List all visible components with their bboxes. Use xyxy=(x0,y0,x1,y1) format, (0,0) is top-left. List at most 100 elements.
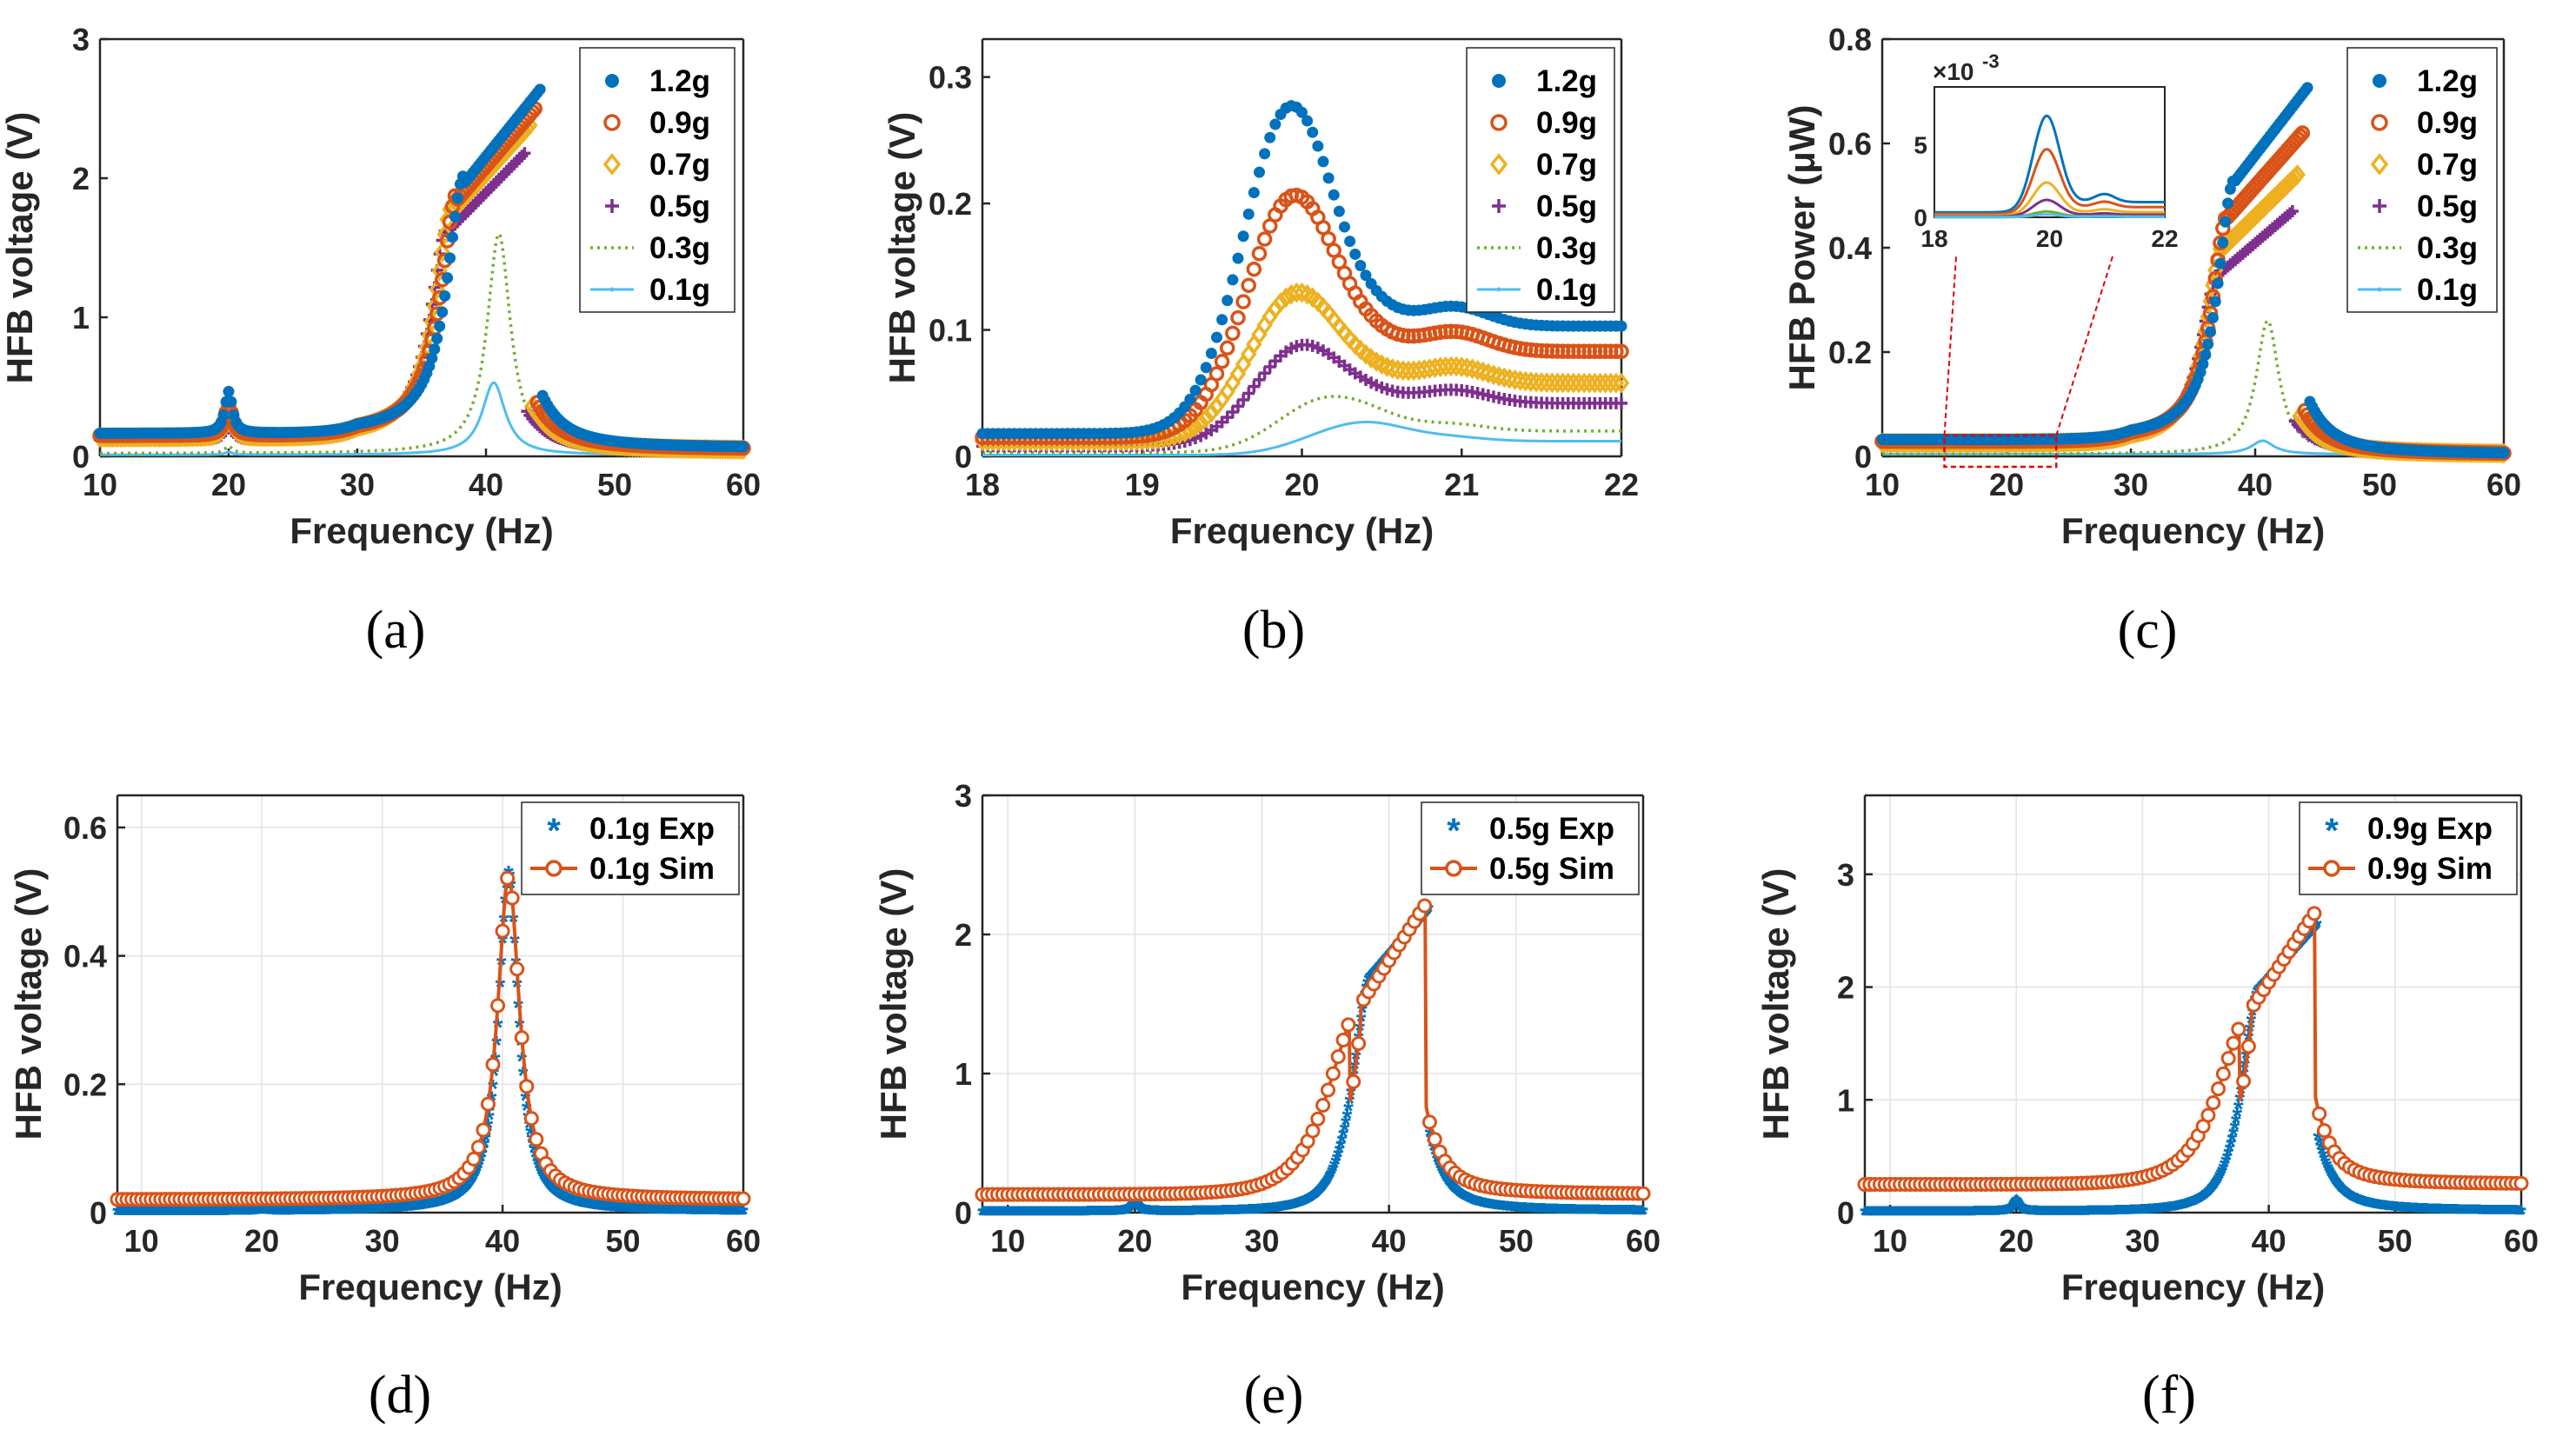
data-point xyxy=(436,306,449,318)
sim-point xyxy=(514,1030,529,1046)
legend-entry: 0.3g xyxy=(2417,231,2478,265)
x-tick-label: 40 xyxy=(2252,1223,2286,1259)
data-point xyxy=(518,147,531,160)
sim-point xyxy=(1325,1066,1341,1081)
y-tick-label: 0.2 xyxy=(929,186,972,222)
data-point xyxy=(1492,74,1506,88)
data-point xyxy=(429,343,441,356)
data-point xyxy=(439,289,451,302)
sim-point xyxy=(495,923,510,939)
sim-point xyxy=(1351,1035,1367,1051)
x-tick-label: 50 xyxy=(606,1223,641,1259)
data-point xyxy=(2202,338,2214,350)
legend-swatch: * xyxy=(547,812,561,850)
sim-point xyxy=(2231,1021,2246,1037)
sim-point xyxy=(1417,898,1433,914)
data-point xyxy=(1254,166,1265,178)
x-tick-label: 60 xyxy=(726,467,761,502)
inset-y-tick-label: 5 xyxy=(1914,132,1927,159)
sim-point xyxy=(1310,1111,1326,1127)
x-tick-label: 18 xyxy=(965,467,1000,502)
y-tick-label: 0 xyxy=(955,1195,972,1231)
x-axis-label: Frequency (Hz) xyxy=(1181,1267,1444,1307)
data-point xyxy=(426,352,438,364)
data-point xyxy=(447,231,459,243)
legend-entry: 0.5g xyxy=(2417,189,2478,223)
y-axis-label: HFB voltage (V) xyxy=(8,868,49,1140)
legend-entry: 1.2g xyxy=(1536,64,1597,98)
data-point xyxy=(1269,118,1281,130)
data-point xyxy=(442,272,454,284)
legend-swatch xyxy=(1445,860,1462,877)
data-point xyxy=(1208,366,1225,382)
data-point xyxy=(1200,362,1212,374)
x-tick-label: 20 xyxy=(211,467,246,502)
data-point xyxy=(1241,277,1256,294)
data-point xyxy=(444,252,456,264)
plot-area: ****************************************… xyxy=(1857,906,2529,1230)
data-point xyxy=(431,332,443,344)
legend-swatch xyxy=(2323,860,2340,877)
sim-point xyxy=(2312,1106,2327,1121)
legend-entry: 0.7g xyxy=(1536,148,1597,182)
x-tick-label: 30 xyxy=(1245,1223,1280,1259)
sim-point xyxy=(1427,1132,1442,1147)
x-tick-label: 30 xyxy=(340,467,375,502)
data-point xyxy=(1227,274,1239,286)
data-point xyxy=(2222,197,2234,209)
sim-point xyxy=(466,1151,482,1167)
plot-area: ****************************************… xyxy=(110,861,751,1230)
data-point xyxy=(225,396,237,408)
data-point xyxy=(434,320,446,332)
legend-swatch xyxy=(545,860,562,877)
data-point xyxy=(1349,248,1361,260)
data-point xyxy=(2205,326,2217,338)
y-tick-label: 0.3 xyxy=(929,60,972,96)
data-point xyxy=(1322,172,1335,184)
sim-point xyxy=(490,998,506,1014)
x-tick-label: 22 xyxy=(1604,467,1639,502)
y-tick-label: 0.8 xyxy=(1828,22,1872,57)
data-point xyxy=(605,74,619,88)
sim-point xyxy=(500,870,516,886)
data-point xyxy=(2498,447,2510,459)
data-point xyxy=(223,385,235,397)
data-point xyxy=(1301,115,1314,127)
data-point xyxy=(434,242,450,263)
sim-point xyxy=(1346,1074,1361,1089)
plot-area xyxy=(91,83,752,461)
data-point xyxy=(1224,372,1241,394)
sim-point xyxy=(2226,1035,2241,1051)
x-tick-label: 40 xyxy=(1372,1223,1407,1259)
data-point xyxy=(1317,156,1329,168)
legend-swatch: * xyxy=(2325,812,2339,850)
sim-point xyxy=(2513,1175,2529,1191)
y-tick-label: 0 xyxy=(1837,1195,1854,1231)
data-point xyxy=(534,83,546,96)
data-point xyxy=(1264,131,1276,143)
x-axis-label: Frequency (Hz) xyxy=(298,1267,562,1307)
y-tick-label: 2 xyxy=(955,917,972,953)
plot-area xyxy=(974,100,1630,456)
data-point xyxy=(2373,74,2386,88)
data-point xyxy=(1615,320,1627,332)
data-point xyxy=(1355,259,1367,271)
data-point xyxy=(1235,294,1251,309)
data-point xyxy=(2301,82,2313,94)
x-tick-label: 30 xyxy=(2113,467,2148,502)
y-tick-label: 0 xyxy=(72,439,90,475)
caption-e: (e) xyxy=(1244,1366,1304,1425)
data-point xyxy=(2214,257,2227,269)
data-point xyxy=(1195,374,1207,386)
sim-point xyxy=(485,1057,501,1073)
legend-entry: 1.2g xyxy=(649,64,710,98)
y-axis-label: HFB voltage (V) xyxy=(882,112,922,384)
legend-swatch xyxy=(609,287,615,292)
zoom-connector xyxy=(1943,256,1957,436)
legend-entry: 0.9g xyxy=(1536,106,1597,140)
caption-f: (f) xyxy=(2142,1366,2196,1425)
